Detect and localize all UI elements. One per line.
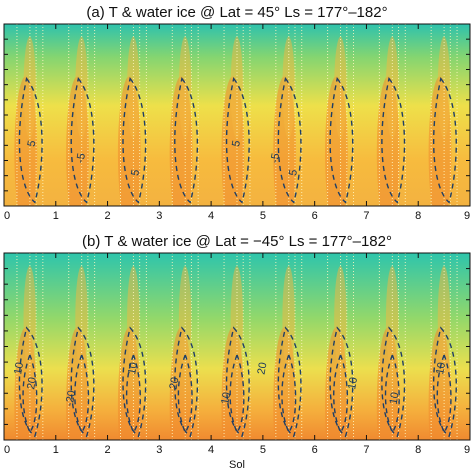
x-tick-label: 6 [312, 444, 318, 456]
x-tick-label: 3 [156, 210, 162, 222]
contour-label: 10 [346, 376, 360, 390]
contour-line [174, 77, 199, 204]
contour-label: 5 [26, 140, 39, 148]
contour-label: 10 [434, 361, 448, 375]
x-tick-label: 1 [53, 444, 59, 456]
contour-label: 10 [126, 361, 140, 375]
panel-a-sol-lines [16, 24, 458, 206]
x-tick-label: 1 [53, 210, 59, 222]
contour-line [381, 77, 406, 204]
panel-a-warm-bands [14, 36, 452, 206]
warm-band-upper [437, 266, 451, 371]
warm-band-upper [178, 266, 192, 371]
x-tick-label: 6 [312, 210, 318, 222]
contour-line [225, 326, 250, 438]
x-tick-label: 8 [415, 444, 421, 456]
contour-label: 20 [256, 361, 270, 375]
contour-line [329, 77, 354, 204]
contour-label: -20 [64, 389, 79, 407]
x-tick-label: 9 [464, 444, 470, 456]
x-tick-label: 8 [415, 210, 421, 222]
contour-line [18, 326, 43, 438]
panel-b-x-axis-label: Sol [229, 459, 245, 471]
contour-line [70, 326, 95, 438]
contour-line [432, 326, 457, 438]
contour-label: 20 [25, 376, 39, 390]
contour-label: 5 [129, 169, 142, 177]
x-tick-label: 2 [104, 444, 110, 456]
panel-a-contour-labels: 5 -5 5 5 -5 5 [26, 140, 300, 177]
x-tick-label: 4 [208, 210, 214, 222]
contour-line [225, 77, 250, 204]
contour-label: 10 [219, 391, 233, 405]
contour-line [277, 326, 302, 438]
warm-band-upper [334, 266, 347, 371]
contour-line [122, 77, 147, 204]
contour-line [18, 77, 43, 204]
panel-b-contours [18, 326, 457, 438]
contour-line [381, 326, 406, 438]
x-tick-label: 7 [363, 210, 369, 222]
panel-a-contours [18, 77, 457, 204]
contour-label: -5 [269, 152, 283, 164]
contour-label: 10 [12, 361, 26, 375]
x-tick-label: 5 [260, 444, 266, 456]
contour-label: 10 [388, 391, 402, 405]
panel-b-title: (b) T & water ice @ Lat = −45° Ls = 177°… [82, 233, 392, 250]
contour-label: 5 [230, 140, 243, 148]
panel-b-x-axis: 0 1 2 3 4 5 6 7 8 9 [3, 253, 471, 456]
x-tick-label: 5 [260, 210, 266, 222]
x-tick-label: 3 [156, 444, 162, 456]
warm-band-upper [127, 266, 140, 371]
x-tick-label: 0 [4, 444, 10, 456]
warm-band-upper [282, 266, 295, 371]
x-tick-label: 0 [4, 210, 10, 222]
x-tick-label: 7 [363, 444, 369, 456]
contour-label: 20 [168, 376, 182, 390]
x-tick-label: 2 [104, 210, 110, 222]
contour-line [277, 77, 302, 204]
contour-line [70, 77, 95, 204]
x-tick-label: 9 [464, 210, 470, 222]
warm-band-upper [23, 266, 36, 371]
contour-label: -5 [75, 152, 89, 164]
contour-label: 5 [287, 169, 300, 177]
panel-b-warm-bands [14, 266, 452, 440]
warm-band-upper [75, 266, 88, 371]
warm-band-upper [230, 266, 244, 371]
panel-a-plot: 5 -5 5 5 -5 5 [4, 24, 470, 206]
contour-line [433, 77, 457, 204]
panel-a-title: (a) T & water ice @ Lat = 45° Ls = 177°–… [86, 4, 387, 21]
x-tick-label: 4 [208, 444, 214, 456]
contour-line [329, 326, 354, 438]
contour-line [122, 326, 147, 438]
warm-band-upper [385, 266, 399, 371]
contour-line [174, 326, 199, 438]
panel-a-x-axis: 0 1 2 3 4 5 6 7 8 9 [3, 24, 471, 222]
